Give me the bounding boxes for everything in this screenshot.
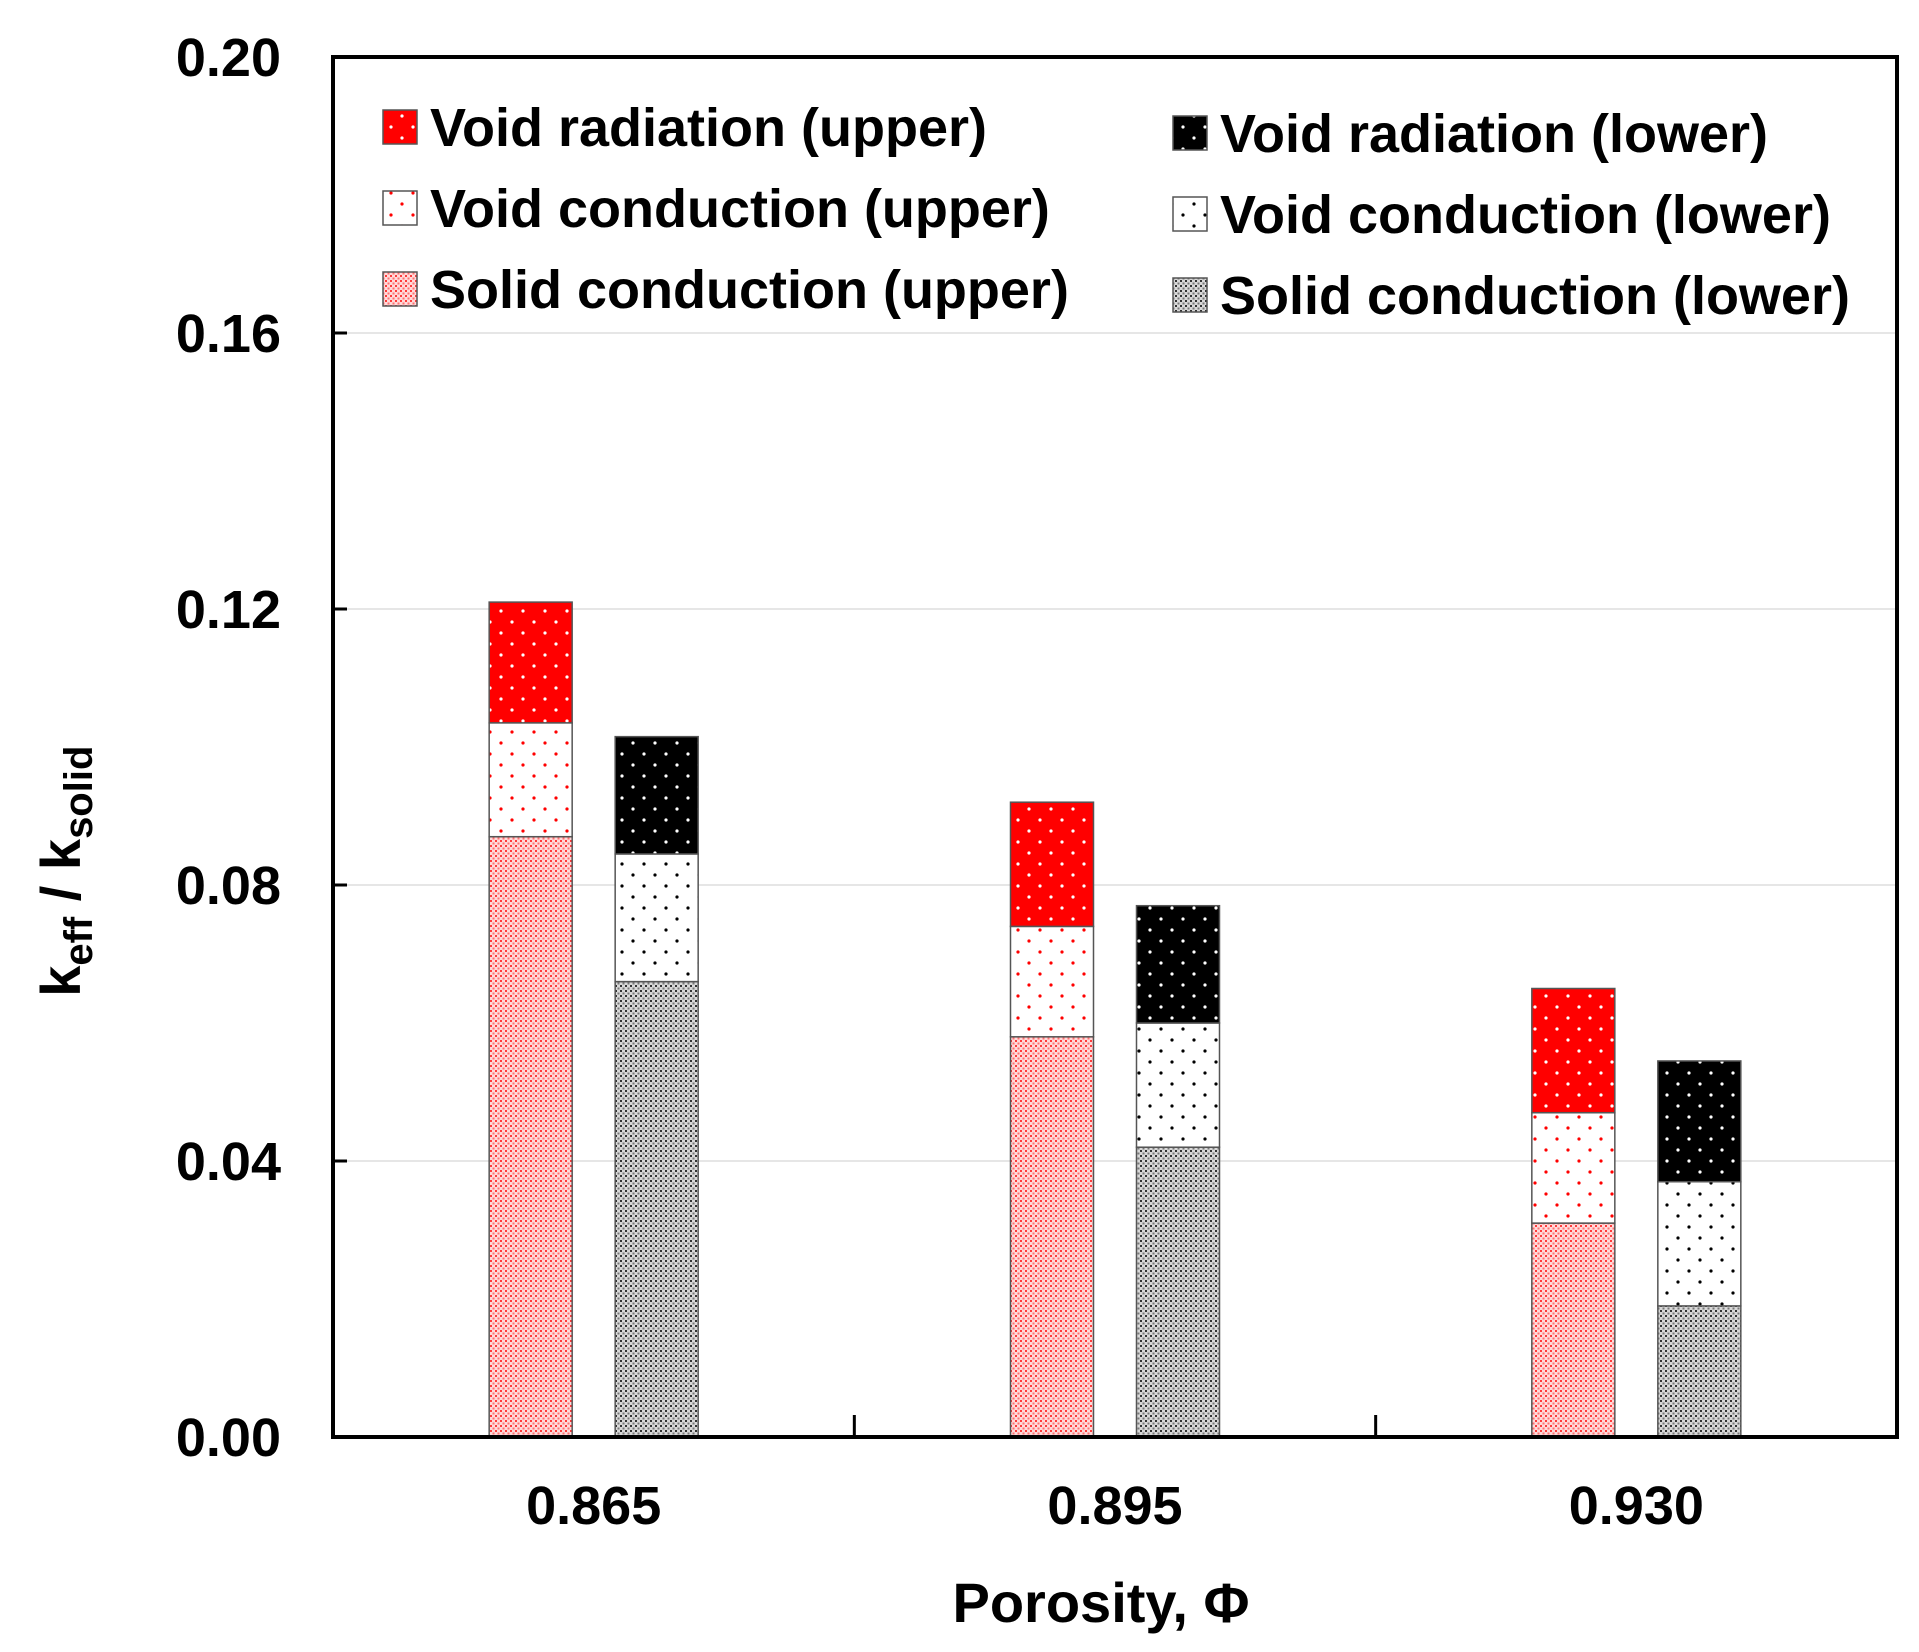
y-axis-label-mid: / k: [29, 838, 92, 917]
bar-segment: [1009, 925, 1095, 1038]
bar-segment: [1135, 1022, 1221, 1148]
y-tick-label: 0.00: [176, 1408, 281, 1468]
legend-label: Void radiation (upper): [430, 98, 987, 158]
bar-segment: [1135, 904, 1221, 1024]
bar-segment: [614, 980, 699, 1438]
legend-label: Solid conduction (upper): [430, 260, 1069, 320]
legend-label: Void conduction (upper): [430, 179, 1050, 239]
y-axis-label-sub1: eff: [57, 916, 101, 966]
plot-frame: [331, 55, 1899, 1439]
bar-segment: [1009, 1036, 1095, 1438]
gridlines: [333, 332, 1897, 1162]
x-tick-label: 0.865: [526, 1476, 661, 1536]
legend-swatch: [382, 271, 418, 307]
bar-segment: [1135, 1146, 1221, 1438]
legend: Void radiation (upper) Void conduction (u…: [382, 98, 1850, 326]
y-tick-label: 0.04: [176, 1132, 281, 1192]
bar-segment: [1009, 801, 1095, 928]
legend-swatch: [1172, 277, 1208, 313]
bar-segment: [488, 601, 573, 724]
bar-segment: [1531, 1222, 1616, 1438]
y-tick-label: 0.08: [176, 856, 281, 916]
y-tick-label: 0.12: [176, 580, 281, 640]
x-tick-label: 0.930: [1569, 1476, 1704, 1536]
bar-segment: [488, 835, 573, 1438]
y-tick-label: 0.20: [176, 28, 281, 88]
bar-segment: [614, 853, 699, 983]
legend-label: Solid conduction (lower): [1220, 266, 1850, 326]
legend-swatch: [382, 109, 418, 145]
x-axis-label: Porosity, Φ: [953, 1571, 1250, 1634]
bar-segment: [614, 735, 699, 855]
legend-label: Void conduction (lower): [1220, 185, 1831, 245]
y-axis-label: keff / ksolid: [29, 746, 101, 997]
legend-swatch: [1172, 115, 1208, 151]
bar-segment: [1657, 1060, 1742, 1183]
y-axis-label-k1: k: [29, 965, 92, 997]
bar-segment: [1531, 1111, 1616, 1224]
bar-segment: [1657, 1305, 1742, 1438]
y-tick-label: 0.16: [176, 304, 281, 364]
y-ticks: 0.00 0.04 0.08 0.12 0.16 0.20: [176, 28, 347, 1468]
bars: [488, 601, 1742, 1438]
legend-label: Void radiation (lower): [1220, 104, 1768, 164]
legend-swatch: [382, 190, 418, 226]
bar-segment: [488, 722, 573, 838]
legend-swatch: [1172, 196, 1208, 232]
x-tick-label: 0.895: [1047, 1476, 1182, 1536]
bar-segment: [1657, 1180, 1742, 1307]
x-ticks: 0.865 0.895 0.930: [526, 1415, 1704, 1536]
y-axis-label-sub2: solid: [57, 746, 101, 839]
bar-segment: [1531, 987, 1616, 1114]
